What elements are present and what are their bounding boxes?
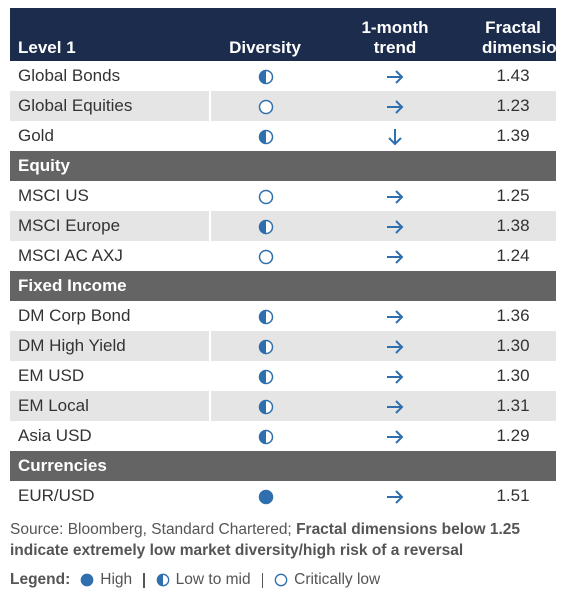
value: 1.30 xyxy=(470,331,556,361)
source: Source: Bloomberg, Standard Chartered; xyxy=(10,521,292,538)
diversity-icon xyxy=(258,369,274,385)
label: Global Equities xyxy=(10,91,211,121)
label: DM High Yield xyxy=(10,331,211,361)
column-header: 1-month trend xyxy=(320,8,470,61)
trend-arrow xyxy=(384,428,406,446)
trend-arrow xyxy=(384,248,406,266)
diversity-icon xyxy=(258,309,274,325)
legend-label: Critically low xyxy=(294,571,381,588)
footnote: Source: Bloomberg, Standard Chartered; F… xyxy=(10,519,556,561)
value: 1.30 xyxy=(496,366,530,385)
legend-label: Low to mid xyxy=(175,571,251,588)
fractal-table: Level 1 Diversity 1-month trend Fractal … xyxy=(10,8,562,511)
label: MSCI AC AXJ xyxy=(10,241,211,271)
row: EUR/USD 1.51 xyxy=(10,481,556,511)
row: EM USD 1.30 xyxy=(10,361,556,391)
column-header: Diversity xyxy=(210,8,320,61)
row: Asia USD 1.29 xyxy=(10,421,556,451)
trend-arrow xyxy=(384,68,406,86)
trend-arrow xyxy=(384,398,406,416)
legend-title: Legend: xyxy=(10,571,71,588)
diversity-icon xyxy=(258,189,274,205)
note: Fractal dimensions below 1.25 indicate e… xyxy=(10,521,521,559)
separator xyxy=(143,572,145,588)
diversity-icon xyxy=(258,399,274,415)
diversity-icon xyxy=(258,489,274,505)
label: MSCI US xyxy=(10,181,211,211)
row: DM Corp Bond 1.36 xyxy=(10,301,556,331)
label: Global Bonds xyxy=(10,61,211,91)
value: 1.25 xyxy=(496,186,530,205)
trend-arrow xyxy=(384,218,406,236)
legend-icon xyxy=(274,573,288,587)
section-row: Currencies xyxy=(10,451,556,481)
label: MSCI Europe xyxy=(10,211,211,241)
row: Gold 1.39 xyxy=(10,121,556,151)
label: EM Local xyxy=(10,391,211,421)
value: 1.36 xyxy=(496,306,530,325)
diversity-icon xyxy=(258,429,274,445)
trend-arrow xyxy=(384,188,406,206)
value: 1.51 xyxy=(496,486,530,505)
diversity-icon xyxy=(258,69,274,85)
trend-arrow xyxy=(384,368,406,386)
legend-item: Low to mid xyxy=(156,571,251,589)
legend-item: High xyxy=(80,571,132,589)
row: EM Local 1.31 xyxy=(10,391,556,421)
column-header: Level 1 xyxy=(10,8,210,61)
value: 1.24 xyxy=(496,246,530,265)
row: Global Equities 1.23 xyxy=(10,91,556,121)
trend-arrow xyxy=(384,338,406,356)
row: MSCI US 1.25 xyxy=(10,181,556,211)
row: Global Bonds 1.43 xyxy=(10,61,556,91)
value: 1.29 xyxy=(496,426,530,445)
label: DM Corp Bond xyxy=(10,301,211,331)
trend-arrow xyxy=(384,308,406,326)
value: 1.31 xyxy=(470,391,556,421)
row: MSCI Europe 1.38 xyxy=(10,211,556,241)
label: Asia USD xyxy=(10,421,211,451)
label: EM USD xyxy=(10,361,211,391)
section-row: Fixed Income xyxy=(10,271,556,301)
diversity-icon xyxy=(258,99,274,115)
trend-arrow xyxy=(384,488,406,506)
diversity-icon xyxy=(258,219,274,235)
diversity-icon xyxy=(258,249,274,265)
section-title: Equity xyxy=(10,151,556,181)
separator xyxy=(261,572,264,588)
trend-arrow xyxy=(384,128,406,146)
legend-icon xyxy=(80,573,94,587)
legend-icon xyxy=(156,573,170,587)
section-row: Equity xyxy=(10,151,556,181)
row: DM High Yield 1.30 xyxy=(10,331,556,361)
trend-arrow xyxy=(384,98,406,116)
column-header: Fractal dimension xyxy=(470,8,562,61)
value: 1.23 xyxy=(470,91,556,121)
legend: Legend: High Low to mid Critically low xyxy=(10,571,380,589)
section-title: Currencies xyxy=(10,451,556,481)
value: 1.38 xyxy=(470,211,556,241)
label: Gold xyxy=(10,121,211,151)
diversity-icon xyxy=(258,339,274,355)
section-title: Fixed Income xyxy=(10,271,556,301)
row: MSCI AC AXJ 1.24 xyxy=(10,241,556,271)
header-row: Level 1 Diversity 1-month trend Fractal … xyxy=(10,8,562,61)
label: EUR/USD xyxy=(10,481,211,511)
diversity-icon xyxy=(258,129,274,145)
value: 1.43 xyxy=(496,66,530,85)
value: 1.39 xyxy=(496,126,530,145)
legend-label: High xyxy=(100,571,133,588)
legend-item: Critically low xyxy=(274,571,380,589)
